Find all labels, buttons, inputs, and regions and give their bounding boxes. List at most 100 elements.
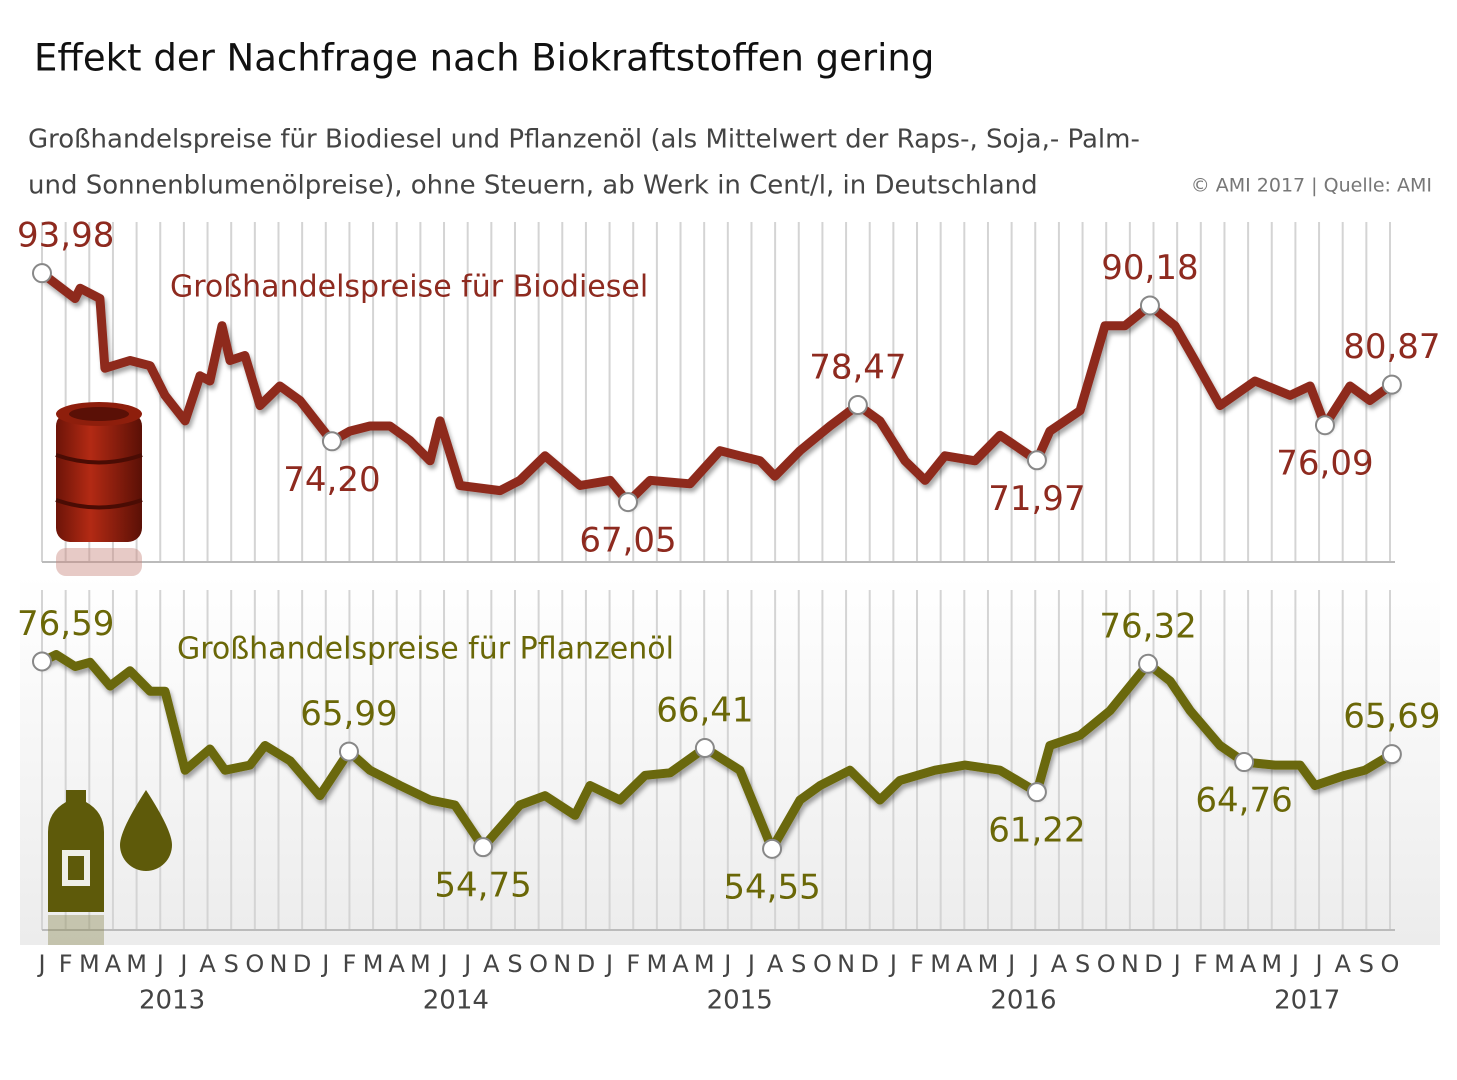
point-marker [1139,295,1160,316]
x-tick-label: M [126,950,147,978]
point-marker [1381,744,1402,765]
x-tick-label: M [694,950,715,978]
point-marker [321,431,342,452]
x-tick-label: A [1051,950,1068,978]
point-marker [694,738,715,759]
year-label: 2014 [423,986,489,1016]
x-tick-label: N [553,950,571,978]
x-tick-label: S [224,950,239,978]
x-tick-label: F [1194,950,1208,978]
x-tick-label: A [105,950,122,978]
x-tick-label: S [1359,950,1374,978]
x-tick-label: J [1172,950,1181,978]
x-tick-label: M [647,950,668,978]
x-tick-label: N [837,950,855,978]
x-tick-label: J [36,950,45,978]
x-tick-label: M [79,950,100,978]
x-tick-label: A [1240,950,1257,978]
x-tick-label: J [888,950,897,978]
x-tick-label: J [1006,950,1015,978]
value-label: 65,69 [1343,697,1440,737]
x-tick-label: O [813,950,832,978]
x-tick-label: A [672,950,689,978]
source: © AMI 2017 | Quelle: AMI [1191,175,1432,197]
x-tick-label: F [910,950,924,978]
x-tick-label: D [860,950,878,978]
x-tick-label: M [1261,950,1282,978]
x-tick-label: A [389,950,406,978]
value-label: 54,75 [434,866,531,906]
x-tick-label: J [1290,950,1299,978]
x-tick-label: D [577,950,595,978]
value-label: 54,55 [723,867,820,907]
x-tick-label: A [767,950,784,978]
x-tick-label: O [245,950,264,978]
value-label: 93,98 [17,216,114,256]
x-tick-label: J [462,950,471,978]
x-tick-label: N [1121,950,1139,978]
x-tick-label: O [529,950,548,978]
value-label: 90,18 [1101,248,1198,288]
x-tick-label: A [483,950,500,978]
point-marker [32,651,52,672]
x-tick-label: A [956,950,973,978]
x-tick-label: J [178,950,187,978]
x-tick-label: A [1334,950,1351,978]
x-tick-label: D [1144,950,1162,978]
x-tick-label: M [363,950,384,978]
year-label: 2015 [707,986,773,1016]
x-tick-label: A [199,950,216,978]
x-tick-label: J [320,950,329,978]
value-label: 71,97 [988,479,1085,519]
x-tick-label: S [1075,950,1090,978]
value-label: 65,99 [300,694,397,734]
x-tick-label: F [343,950,357,978]
series-line [37,650,1397,854]
subtitle-line: Großhandelspreise für Biodiesel und Pfla… [28,125,1140,155]
point-marker [762,838,783,859]
point-marker [32,263,52,284]
x-tick-label: O [1381,950,1400,978]
point-marker [618,492,639,513]
point-marker [338,741,359,762]
chart-title: Effekt der Nachfrage nach Biokraftstoffe… [34,37,934,80]
series-label: Großhandelspreise für Biodiesel [170,270,648,305]
x-tick-label: O [1097,950,1116,978]
year-label: 2016 [990,986,1056,1016]
point-marker [1314,415,1335,436]
barrel-icon [55,402,143,576]
year-label: 2017 [1274,986,1340,1016]
x-tick-label: S [791,950,806,978]
value-label: 76,59 [17,604,114,644]
x-tick-label: J [1314,950,1323,978]
x-tick-label: D [293,950,311,978]
x-tick-label: J [604,950,613,978]
point-marker [1234,752,1255,773]
value-label: 61,22 [988,811,1085,851]
x-tick-label: F [626,950,640,978]
point-marker [1026,450,1047,471]
x-tick-label: S [507,950,522,978]
x-tick-label: J [746,950,755,978]
x-tick-label: N [270,950,288,978]
value-label: 74,20 [283,460,380,500]
subtitle-line: und Sonnenblumenölpreise), ohne Steuern,… [28,171,1038,201]
x-tick-label: F [59,950,73,978]
value-label: 80,87 [1343,327,1440,367]
x-tick-label: J [438,950,447,978]
oil-icons [48,790,172,945]
point-marker [473,837,494,858]
series-label: Großhandelspreise für Pflanzenöl [177,632,674,667]
x-tick-label: J [155,950,164,978]
x-tick-label: M [1214,950,1235,978]
value-label: 76,09 [1276,444,1373,484]
year-label: 2013 [139,986,205,1016]
point-marker [1138,653,1159,674]
value-label: 78,47 [809,348,906,388]
x-tick-label: M [410,950,431,978]
point-marker [1026,782,1047,803]
point-marker [847,395,868,416]
point-marker [1381,374,1402,395]
